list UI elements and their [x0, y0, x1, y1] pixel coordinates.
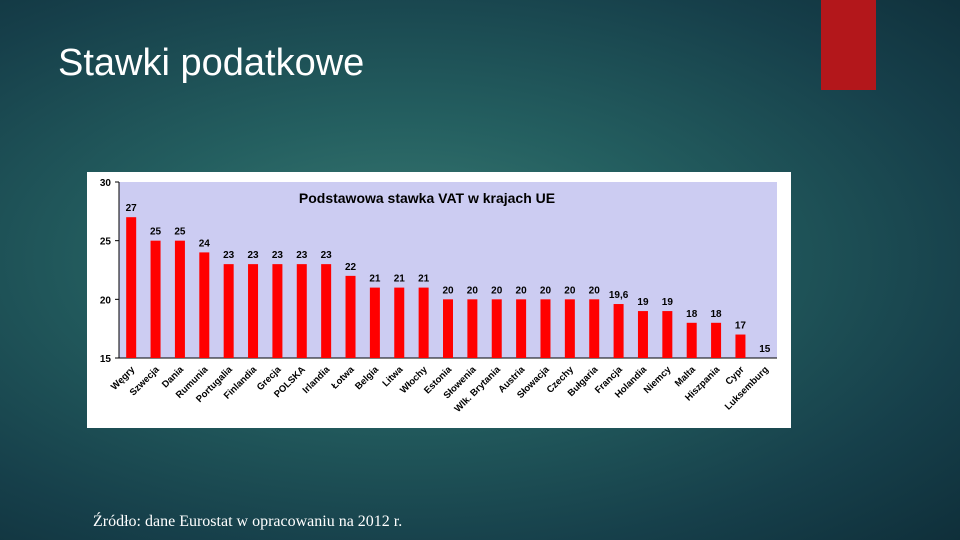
value-label: 20 [442, 285, 454, 296]
value-label: 20 [540, 285, 552, 296]
value-label: 23 [272, 250, 284, 261]
category-label: Łotwa [329, 364, 357, 392]
value-label: 19 [662, 297, 674, 308]
bar [711, 322, 722, 358]
bar [418, 287, 429, 358]
value-label: 20 [589, 285, 601, 296]
value-label: 23 [321, 250, 333, 261]
value-label: 18 [686, 309, 698, 320]
bar [491, 299, 502, 358]
bar [467, 299, 478, 358]
bar [394, 287, 405, 358]
bars [126, 217, 746, 358]
value-label: 21 [418, 274, 430, 285]
y-tick-label: 20 [100, 295, 112, 306]
bar [516, 299, 527, 358]
source-note: Źródło: dane Eurostat w opracowaniu na 2… [93, 513, 403, 530]
value-label: 19 [637, 297, 649, 308]
bar [443, 299, 453, 358]
value-label: 17 [735, 321, 747, 332]
bar [662, 311, 673, 358]
value-label: 20 [516, 285, 528, 296]
bar [564, 299, 575, 358]
bar [369, 287, 380, 358]
value-label: 20 [491, 285, 503, 296]
chart-svg: Podstawowa stawka VAT w krajach UE 15202… [100, 178, 777, 415]
bar [174, 240, 185, 358]
y-tick-label: 15 [100, 354, 112, 365]
value-label: 18 [711, 309, 723, 320]
value-label: 23 [223, 250, 235, 261]
bar [613, 304, 624, 358]
value-label: 22 [345, 262, 357, 273]
bar [321, 264, 332, 358]
value-label: 23 [296, 250, 308, 261]
category-label: Belgia [353, 364, 381, 392]
accent-bar [821, 0, 876, 90]
y-tick-label: 25 [100, 237, 112, 248]
slide-title: Stawki podatkowe [58, 42, 365, 84]
bar [150, 240, 161, 358]
category-labels: WęgrySzwecjaDaniaRumuniaPortugaliaFinlan… [109, 364, 771, 415]
bar [272, 264, 283, 358]
bar [296, 264, 307, 358]
bar [540, 299, 551, 358]
vat-chart: Podstawowa stawka VAT w krajach UE 15 20 2… [87, 172, 791, 428]
value-label: 24 [199, 238, 211, 249]
bar [199, 252, 210, 358]
bar [248, 264, 259, 358]
bar [126, 217, 137, 358]
bar [345, 275, 356, 358]
category-label: Niemcy [642, 364, 674, 396]
y-tick-label: 30 [100, 178, 112, 189]
bar [686, 322, 697, 358]
value-label: 21 [394, 274, 406, 285]
value-label: 25 [150, 227, 162, 238]
value-label: 27 [126, 203, 138, 214]
category-label: Luksemburg [723, 364, 771, 412]
bar [589, 299, 600, 358]
y-ticks: 15 20 25 30 [100, 178, 119, 365]
bar [637, 311, 648, 358]
bar [223, 264, 234, 358]
value-labels: 27 25 25 24 23 23 23 23 23 22 21 21 21 20 20 20 20 20 20 20… [126, 203, 771, 355]
value-label: 21 [369, 274, 381, 285]
chart-title: Podstawowa stawka VAT w krajach UE [299, 190, 555, 206]
value-label: 19,6 [609, 290, 629, 301]
value-label: 25 [174, 227, 186, 238]
value-label: 15 [759, 344, 771, 355]
category-label: Irlandia [301, 364, 333, 396]
value-label: 23 [247, 250, 259, 261]
value-label: 20 [467, 285, 479, 296]
bar [735, 334, 746, 358]
value-label: 20 [564, 285, 576, 296]
